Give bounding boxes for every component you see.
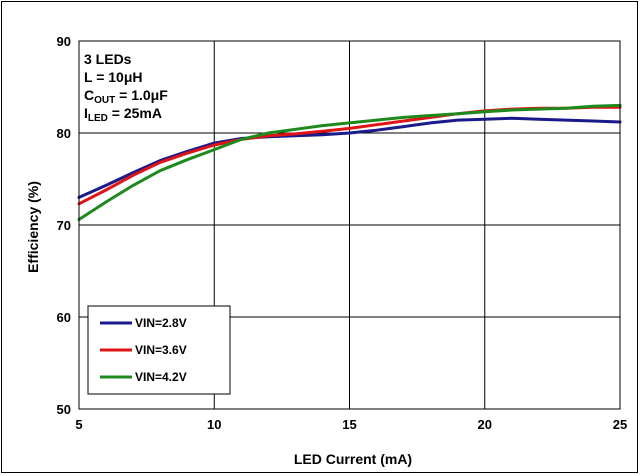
anno-inductance: L = 10μH [84,69,143,85]
legend-label: VIN=2.8V [135,316,187,330]
series-line-vin-2-8v [77,116,622,199]
y-tick-label: 90 [57,34,71,49]
y-axis-title: Efficiency (%) [25,181,41,273]
x-tick-label: 15 [342,417,356,432]
x-tick-label: 20 [478,417,492,432]
y-tick-label: 80 [57,126,71,141]
plot-border [78,40,621,410]
legend-item: VIN=4.2V [100,370,187,384]
series-lines [77,103,622,221]
legend: VIN=2.8V VIN=3.6V VIN=4.2V [87,305,231,395]
legend-item: VIN=2.8V [100,316,187,330]
anno-led-count: 3 LEDs [84,51,132,67]
series-line-vin-4-2v [77,103,622,221]
x-tick-label: 10 [207,417,221,432]
anno-cout: COUT = 1.0μF [84,87,168,106]
x-axis-title: LED Current (mA) [294,451,412,467]
y-tick-label: 50 [57,402,71,417]
legend-item: VIN=3.6V [100,343,187,357]
y-tick-label: 60 [57,310,71,325]
legend-label: VIN=3.6V [135,343,187,357]
x-tick-label: 25 [613,417,627,432]
conditions-annotation: 3 LEDs L = 10μH COUT = 1.0μF ILED = 25mA [84,51,168,124]
legend-label: VIN=4.2V [135,370,187,384]
x-tick-label: 5 [75,417,82,432]
anno-iled: ILED = 25mA [84,105,162,124]
y-tick-label: 70 [57,218,71,233]
tick-labels: 50 60 70 80 90 5 10 15 20 25 [57,34,628,432]
